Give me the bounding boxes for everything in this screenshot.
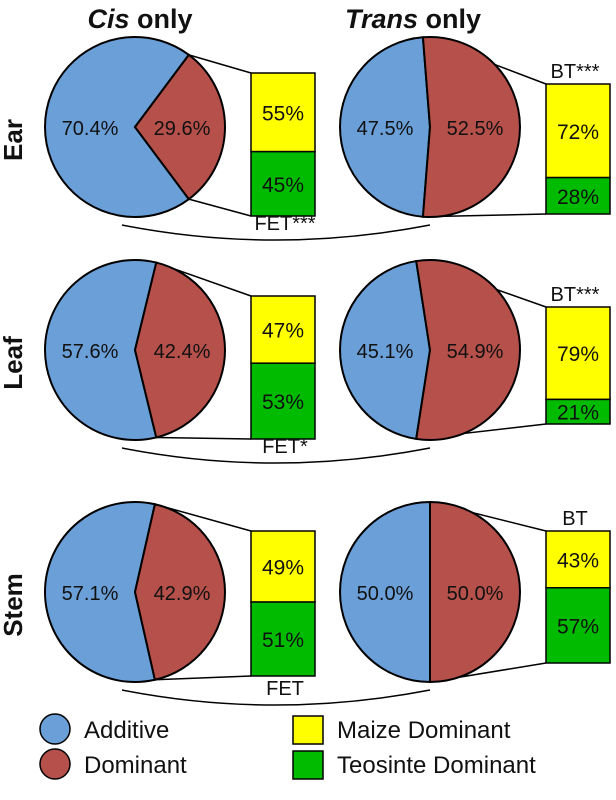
- breakdown-bar-maize: [250, 72, 316, 153]
- binomial-test-label: BT: [562, 508, 588, 530]
- pie-panels: 70.4% 29.6% 55% 45% 47.5% 52.5% 72% 28% BT*** 57.…: [44, 36, 611, 684]
- pie-slice-dominant: [421, 36, 521, 218]
- pie-panel-stem-cis: 57.1% 42.9% 49% 51%: [44, 501, 316, 683]
- pie-label-additive: 57.6%: [62, 341, 119, 363]
- breakdown-label-teosinte: 21%: [557, 402, 599, 425]
- legend-label-teosinte: Teosinte Dominant: [337, 752, 536, 779]
- breakdown-bar-maize: [545, 530, 611, 589]
- legend-label-additive: Additive: [84, 717, 169, 744]
- breakdown-bar-maize: [545, 83, 611, 179]
- breakdown-bar-teosinte: [250, 150, 316, 217]
- legend-label-dominant: Dominant: [84, 752, 187, 779]
- breakdown-bar-maize: [250, 530, 316, 603]
- breakdown-bar-teosinte: [545, 176, 611, 215]
- connector-line: [154, 675, 252, 681]
- legend-swatch-dominant: [39, 748, 71, 780]
- pie-slice-dominant: [133, 261, 226, 439]
- breakdown-label-maize: 72%: [557, 121, 599, 144]
- pie-panel-stem-trans: 50.0% 50.0% 43% 57% BT: [339, 500, 611, 684]
- pie-label-dominant: 52.5%: [447, 118, 504, 140]
- comparison-brackets: FET*** FET* FET: [121, 213, 431, 706]
- pie-panel-ear-cis: 70.4% 29.6% 55% 45%: [44, 36, 316, 218]
- pie-label-dominant: 54.9%: [447, 341, 504, 363]
- pie-slice-additive: [339, 259, 432, 441]
- legend-swatch-additive: [39, 713, 71, 745]
- breakdown-label-maize: 43%: [557, 549, 599, 572]
- pie-slice-additive: [44, 36, 191, 218]
- connector-line: [188, 54, 252, 74]
- pie-slice-additive: [44, 501, 157, 683]
- pie-slice-dominant: [429, 500, 521, 684]
- pie-slice-additive: [338, 36, 432, 218]
- comparison-label: FET*: [262, 436, 308, 458]
- connector-line: [156, 436, 252, 440]
- breakdown-label-teosinte: 53%: [262, 391, 304, 414]
- breakdown-label-teosinte: 57%: [557, 615, 599, 638]
- pie-slice-additive: [44, 259, 158, 441]
- comparison-label: FET***: [254, 213, 315, 235]
- comparison-bracket: [121, 689, 431, 706]
- pie-label-additive: 47.5%: [357, 118, 414, 140]
- row-label-leaf: Leaf: [0, 336, 28, 390]
- breakdown-bar-teosinte: [250, 601, 316, 677]
- comparison-bracket: [121, 224, 431, 241]
- breakdown-label-maize: 49%: [262, 557, 304, 580]
- pie-label-additive: 45.1%: [357, 341, 414, 363]
- legend: Additive Dominant Maize Dominant Teosinte D…: [39, 713, 536, 780]
- comparison-label: FET: [266, 678, 304, 700]
- binomial-test-label: BT***: [551, 61, 600, 83]
- pie-label-additive: 57.1%: [62, 583, 119, 605]
- breakdown-bar-maize: [545, 306, 611, 401]
- pie-label-additive: 50.0%: [357, 583, 414, 605]
- pie-slice-additive: [339, 500, 431, 684]
- legend-label-maize: Maize Dominant: [337, 717, 511, 744]
- pie-label-dominant: 50.0%: [447, 583, 504, 605]
- pie-slice-dominant: [133, 53, 226, 201]
- breakdown-bar-teosinte: [545, 587, 611, 664]
- binomial-test-label: BT***: [551, 284, 600, 306]
- connector-line: [188, 198, 252, 217]
- column-title-trans: Trans only: [345, 4, 481, 34]
- legend-swatch-teosinte: [292, 750, 324, 780]
- breakdown-label-maize: 55%: [262, 102, 304, 125]
- breakdown-label-maize: 79%: [557, 343, 599, 366]
- breakdown-label-teosinte: 45%: [262, 174, 304, 197]
- legend-swatch-maize: [292, 715, 324, 745]
- pie-panel-ear-trans: 47.5% 52.5% 72% 28% BT***: [338, 36, 611, 218]
- pie-label-additive: 70.4%: [62, 118, 119, 140]
- pie-slice-dominant: [133, 503, 226, 681]
- row-label-stem: Stem: [0, 573, 28, 637]
- breakdown-label-teosinte: 51%: [262, 629, 304, 652]
- pie-label-dominant: 29.6%: [154, 118, 211, 140]
- pie-label-dominant: 42.9%: [154, 583, 211, 605]
- pie-label-dominant: 42.4%: [154, 341, 211, 363]
- breakdown-bar-teosinte: [545, 398, 611, 425]
- breakdown-bar-teosinte: [250, 362, 316, 440]
- pie-panel-leaf-trans: 45.1% 54.9% 79% 21% BT***: [339, 259, 611, 441]
- comparison-bracket: [121, 447, 431, 464]
- pie-slice-dominant: [415, 259, 521, 441]
- row-label-ear: Ear: [0, 119, 28, 161]
- breakdown-label-teosinte: 28%: [557, 186, 599, 209]
- pie-panel-leaf-cis: 57.6% 42.4% 47% 53%: [44, 259, 316, 441]
- breakdown-label-maize: 47%: [262, 320, 304, 343]
- column-title-cis: Cis only: [87, 4, 192, 34]
